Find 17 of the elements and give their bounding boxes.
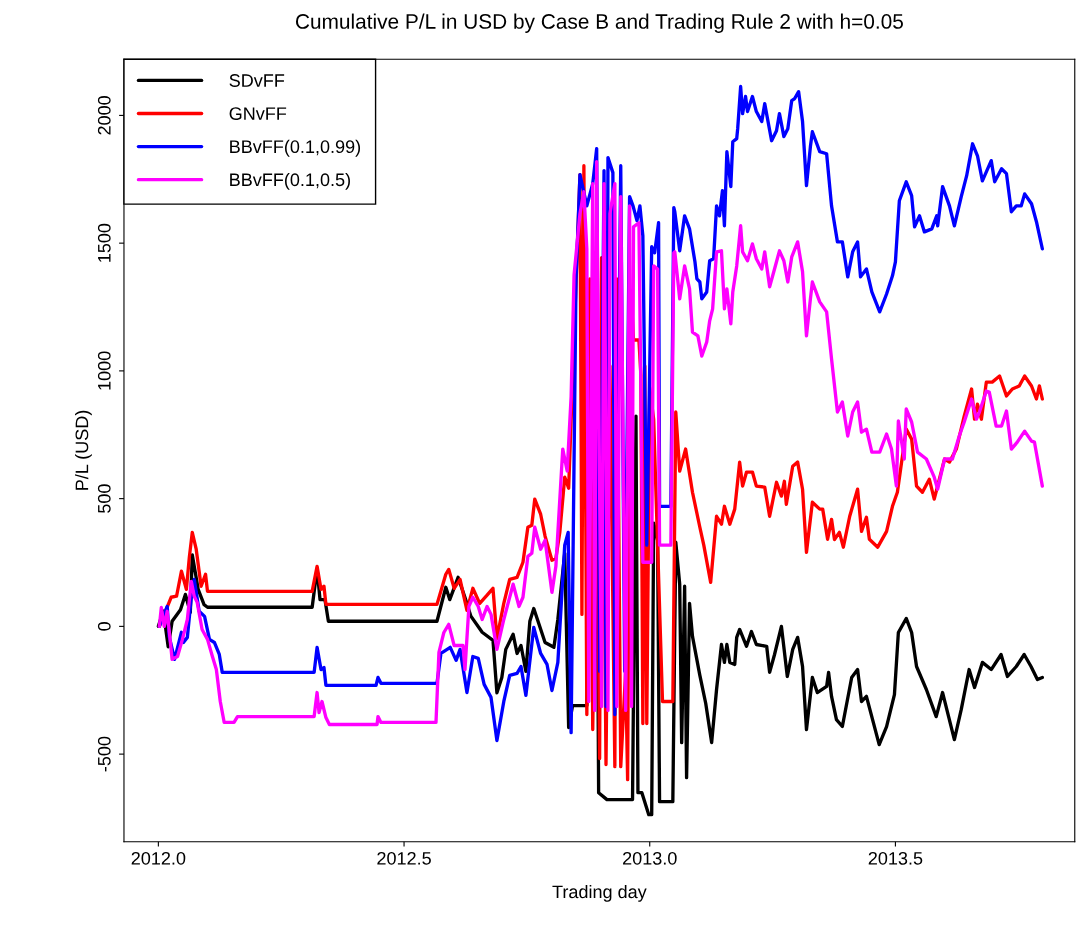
x-tick-label: 2013.0 <box>623 851 677 865</box>
y-tick-label: 0 <box>97 622 111 631</box>
legend-label: SDvFF <box>229 74 285 87</box>
x-axis-title: Trading day <box>552 884 647 902</box>
x-tick-label: 2012.0 <box>131 851 186 865</box>
y-tick-label: 1000 <box>97 351 111 390</box>
legend-label: BBvFF(0.1,0.5) <box>230 172 350 190</box>
x-tick-label: 2013.5 <box>868 851 923 865</box>
y-tick-label: 1500 <box>97 223 111 262</box>
chart-title: Cumulative P/L in USD by Case B and Trading Rule 2 with h=0.05 <box>295 13 903 33</box>
legend-label: GNvFF <box>229 107 287 120</box>
y-tick-label: 500 <box>97 484 111 513</box>
y-tick-label: -500 <box>97 736 111 772</box>
y-axis-title: P/L (USD) <box>75 410 92 490</box>
x-tick-label: 2012.5 <box>377 851 431 865</box>
y-tick-label: 2000 <box>97 96 111 135</box>
legend-label: BBvFF(0.1,0.99) <box>230 139 361 157</box>
